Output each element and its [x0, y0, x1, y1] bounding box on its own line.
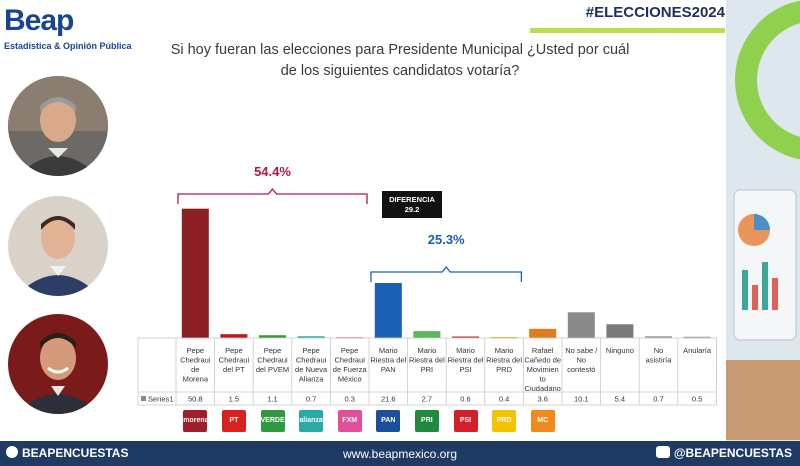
bar — [490, 336, 518, 338]
category-tick-label: Pepe Chedraui del PVEM — [256, 346, 289, 374]
difference-box — [382, 191, 442, 218]
bar — [181, 208, 209, 338]
category-tick-label: Pepe Chedraui del PT — [219, 346, 250, 374]
party-logo-psi: PSI — [453, 410, 478, 432]
series-legend-label: Series1 — [148, 395, 173, 404]
candidate-photo-3 — [8, 314, 108, 414]
brand-tagline: Estadística & Opinión Pública — [4, 41, 132, 51]
difference-label: DIFERENCIA — [389, 195, 435, 204]
category-tick-label: No sabe / No contestó — [565, 346, 598, 374]
data-value-label: 2.7 — [422, 395, 432, 404]
group-total-label: 25.3% — [428, 232, 465, 247]
party-logo-pri: PRI — [414, 410, 439, 432]
party-logo-pan: PAN — [376, 410, 401, 432]
hashtag-underline — [530, 28, 725, 33]
question-line-1: Si hoy fueran las elecciones para Presid… — [170, 42, 630, 58]
party-logo-prd: PRD — [492, 410, 517, 432]
survey-question: Si hoy fueran las elecciones para Presid… — [150, 40, 650, 82]
category-tick-label: No asistiría — [646, 346, 673, 365]
brand-logo: Beap Estadística & Opinión Pública — [4, 4, 132, 54]
party-logo-verde: VERDE — [260, 410, 285, 432]
data-value-label: 0.7 — [653, 395, 663, 404]
bar — [683, 336, 711, 338]
bar — [645, 336, 672, 338]
group-total-label: 54.4% — [254, 164, 291, 179]
bar — [452, 336, 479, 338]
question-line-2: de los siguientes candidatos votaría? — [280, 63, 520, 79]
category-tick-label: Pepe Chedraui de Morena — [180, 346, 211, 384]
social-icon — [6, 446, 18, 458]
data-value-label: 10.1 — [574, 395, 589, 404]
brand-name: Beap — [4, 4, 74, 37]
data-value-label: 0.6 — [460, 395, 470, 404]
candidate-photo-2 — [8, 196, 108, 296]
group-bracket — [370, 265, 523, 282]
twitter-icon — [655, 446, 670, 458]
group-bracket — [177, 187, 368, 204]
difference-value: 29.2 — [405, 205, 420, 214]
bar — [413, 331, 441, 338]
bar — [259, 335, 286, 338]
category-tick-label: Anularía — [683, 346, 712, 355]
category-tick-label: Pepe Chedraui de Fuerza México — [333, 346, 368, 384]
category-tick-label: Mario Riestra del PRD — [486, 346, 522, 374]
bar — [529, 328, 557, 338]
decorative-side-panel — [726, 0, 800, 466]
footer-brand: BEAPENCUESTAS — [6, 446, 128, 460]
party-logo-nueva-alianza: alianza — [299, 410, 324, 432]
hashtag: #ELECCIONES2024 — [585, 4, 725, 21]
footer-twitter[interactable]: @BEAPENCUESTAS — [655, 446, 792, 460]
category-tick-label: Pepe Chedraui de Nueva Alianza — [295, 346, 328, 384]
party-logo-morena: morena — [183, 410, 208, 432]
data-value-label: 3.6 — [537, 395, 547, 404]
data-value-label: 1.1 — [267, 395, 277, 404]
bar — [606, 324, 634, 338]
data-value-label: 0.7 — [306, 395, 316, 404]
data-value-label: 0.4 — [499, 395, 509, 404]
bar — [567, 312, 595, 338]
bar — [374, 283, 402, 338]
footer-website[interactable]: www.beapmexico.org — [342, 447, 458, 461]
data-value-label: 5.4 — [615, 395, 625, 404]
bar — [297, 336, 325, 338]
party-logo-fuerza-mexico: FXM — [337, 410, 362, 432]
party-logo-movimiento-ciudadano: MC — [530, 410, 555, 432]
party-logo-pt: PT — [221, 410, 246, 432]
data-value-label: 21.6 — [381, 395, 396, 404]
footer-bar: BEAPENCUESTAS www.beapmexico.org @BEAPEN… — [0, 441, 800, 466]
data-value-label: 50.8 — [188, 395, 203, 404]
data-value-label: 0.3 — [344, 395, 354, 404]
bar — [220, 334, 248, 338]
category-tick-label: Mario Riestra del PAN — [370, 346, 406, 374]
data-value-label: 1.5 — [229, 395, 239, 404]
data-value-label: 0.5 — [692, 395, 702, 404]
series-legend-swatch — [141, 396, 146, 401]
category-tick-label: Mario Riestra del PSI — [448, 346, 484, 374]
category-tick-label: Rafael Cañedo de Movimien to Ciudadano — [524, 346, 561, 393]
category-tick-label: Mario Riestra del PRI — [409, 346, 445, 374]
category-tick-label: Ninguno — [606, 346, 634, 355]
